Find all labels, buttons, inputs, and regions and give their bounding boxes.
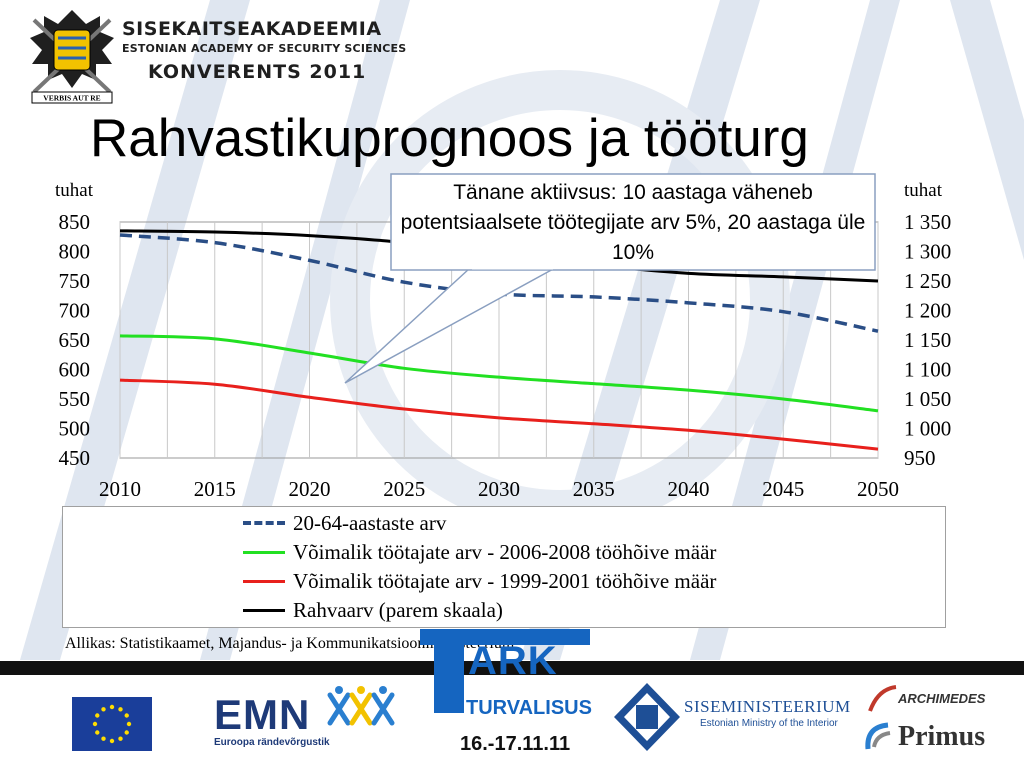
legend-label: Võimalik töötajate arv - 1999-2001 tööhõ… bbox=[293, 568, 717, 593]
series-line-3 bbox=[119, 378, 879, 451]
y-right-tick-label: 1 150 bbox=[904, 328, 951, 352]
archimedes-name: ARCHIMEDES bbox=[898, 691, 986, 706]
x-tick-label: 2020 bbox=[289, 477, 331, 501]
eu-star bbox=[118, 736, 123, 741]
x-tick-label: 2030 bbox=[478, 477, 520, 501]
legend-swatch bbox=[243, 550, 285, 554]
tark-logo bbox=[420, 629, 590, 713]
y-right-tick-label: 1 300 bbox=[904, 240, 951, 264]
line-chart: 2010 2015 2020 2025 2030 2035 2040 2045 2050 450 5… bbox=[55, 173, 951, 501]
legend-swatch bbox=[243, 579, 285, 583]
y-left-tick-label: 550 bbox=[59, 387, 91, 411]
primus-swirl-icon bbox=[865, 722, 891, 750]
archimedes-swoosh-icon bbox=[868, 685, 897, 712]
x-tick-label: 2040 bbox=[668, 477, 710, 501]
event-name: KONVERENTS 2011 bbox=[148, 61, 367, 83]
y-left-tick-label: 600 bbox=[59, 358, 91, 382]
legend-item: Rahvaarv (parem skaala) bbox=[243, 596, 503, 624]
eu-star bbox=[118, 707, 123, 712]
y-right-tick-label: 1 000 bbox=[904, 417, 951, 441]
series-line-2 bbox=[119, 334, 879, 413]
eu-star bbox=[109, 704, 115, 710]
source-note: Allikas: Statistikaamet, Majandus- ja Ko… bbox=[65, 635, 515, 652]
y-left-tick-label: 450 bbox=[59, 446, 91, 470]
y-right-tick-label: 1 050 bbox=[904, 387, 951, 411]
callout-text: Tänane aktiivsus: 10 aastaga väheneb pot… bbox=[400, 181, 866, 264]
y-left-tick-label: 650 bbox=[59, 328, 91, 352]
x-tick-label: 2045 bbox=[762, 477, 804, 501]
slide-title: Rahvastikuprognoos ja tööturg bbox=[90, 109, 809, 168]
x-tick-label: 2050 bbox=[857, 477, 899, 501]
eu-flag-icon bbox=[72, 697, 152, 751]
x-tick-label: 2010 bbox=[99, 477, 141, 501]
eu-star bbox=[101, 707, 106, 712]
x-tick-label: 2035 bbox=[573, 477, 615, 501]
turvalisus-text: TURVALISUS bbox=[466, 697, 592, 719]
y-right-tick-label: 1 100 bbox=[904, 358, 951, 382]
emn-figures-icon bbox=[327, 686, 395, 726]
eu-star bbox=[92, 721, 98, 727]
y-left-tick-label: 800 bbox=[59, 240, 91, 264]
ministry-emblem-icon bbox=[614, 683, 680, 751]
legend-label: Võimalik töötajate arv - 2006-2008 tööhõ… bbox=[293, 539, 717, 564]
legend-swatch bbox=[243, 521, 285, 525]
ministry-name: SISEMINISTEERIUM bbox=[684, 697, 851, 716]
legend-item: Võimalik töötajate arv - 1999-2001 tööhõ… bbox=[243, 567, 716, 595]
y-right-tick-label: 950 bbox=[904, 446, 936, 470]
legend-swatch bbox=[243, 608, 285, 612]
legend-label: Rahvaarv (parem skaala) bbox=[293, 597, 503, 622]
legend-item: 20-64-aastaste arv bbox=[243, 509, 446, 537]
eu-star bbox=[124, 730, 129, 735]
y-left-tick-label: 850 bbox=[59, 210, 91, 234]
x-tick-label: 2025 bbox=[383, 477, 425, 501]
motto-text: VERBIS AUT RE bbox=[43, 94, 100, 103]
footer-logos: EMN Euroopa rändevõrgustik ARK TURVALISU… bbox=[0, 629, 1024, 768]
callout-pointer bbox=[344, 267, 556, 384]
event-dates: 16.-17.11.11 bbox=[460, 733, 571, 755]
emn-subtitle: Euroopa rändevõrgustik bbox=[214, 737, 330, 748]
legend-item: Võimalik töötajate arv - 2006-2008 tööhõ… bbox=[243, 538, 716, 566]
emn-name: EMN bbox=[214, 691, 311, 738]
eu-star bbox=[101, 736, 106, 741]
eu-star bbox=[109, 738, 115, 744]
eu-star bbox=[95, 713, 100, 718]
y-right-tick-label: 1 350 bbox=[904, 210, 951, 234]
x-tick-label: 2015 bbox=[194, 477, 236, 501]
background-watermark bbox=[20, 0, 1024, 660]
chart-legend: 20-64-aastaste arv Võimalik töötajate arv… bbox=[62, 506, 946, 628]
tark-word: ARK bbox=[468, 639, 558, 683]
y-left-tick-label: 750 bbox=[59, 269, 91, 293]
y-right-tick-label: 1 200 bbox=[904, 299, 951, 323]
callout-box bbox=[390, 173, 876, 271]
eu-star bbox=[95, 730, 100, 735]
academy-logo: VERBIS AUT RE bbox=[30, 10, 114, 104]
ministry-name-en: Estonian Ministry of the Interior bbox=[700, 718, 838, 729]
header-text: SISEKAITSEAKADEEMIA ESTONIAN ACADEMY OF … bbox=[122, 18, 406, 83]
y-right-tick-label: 1 250 bbox=[904, 269, 951, 293]
legend-label: 20-64-aastaste arv bbox=[293, 510, 447, 535]
org-name: SISEKAITSEAKADEEMIA bbox=[122, 18, 382, 40]
y-left-tick-label: 500 bbox=[59, 417, 91, 441]
footer-divider bbox=[0, 661, 1024, 675]
emn-logo: EMN Euroopa rändevõrgustik bbox=[214, 686, 404, 753]
eu-star bbox=[126, 721, 132, 727]
y-left-axis-label: tuhat bbox=[55, 180, 94, 201]
y-right-axis-label: tuhat bbox=[904, 180, 943, 201]
eu-star bbox=[124, 713, 129, 718]
y-left-tick-label: 700 bbox=[59, 299, 91, 323]
org-name-en: ESTONIAN ACADEMY OF SECURITY SCIENCES bbox=[122, 42, 407, 55]
primus-name: Primus bbox=[898, 721, 986, 752]
